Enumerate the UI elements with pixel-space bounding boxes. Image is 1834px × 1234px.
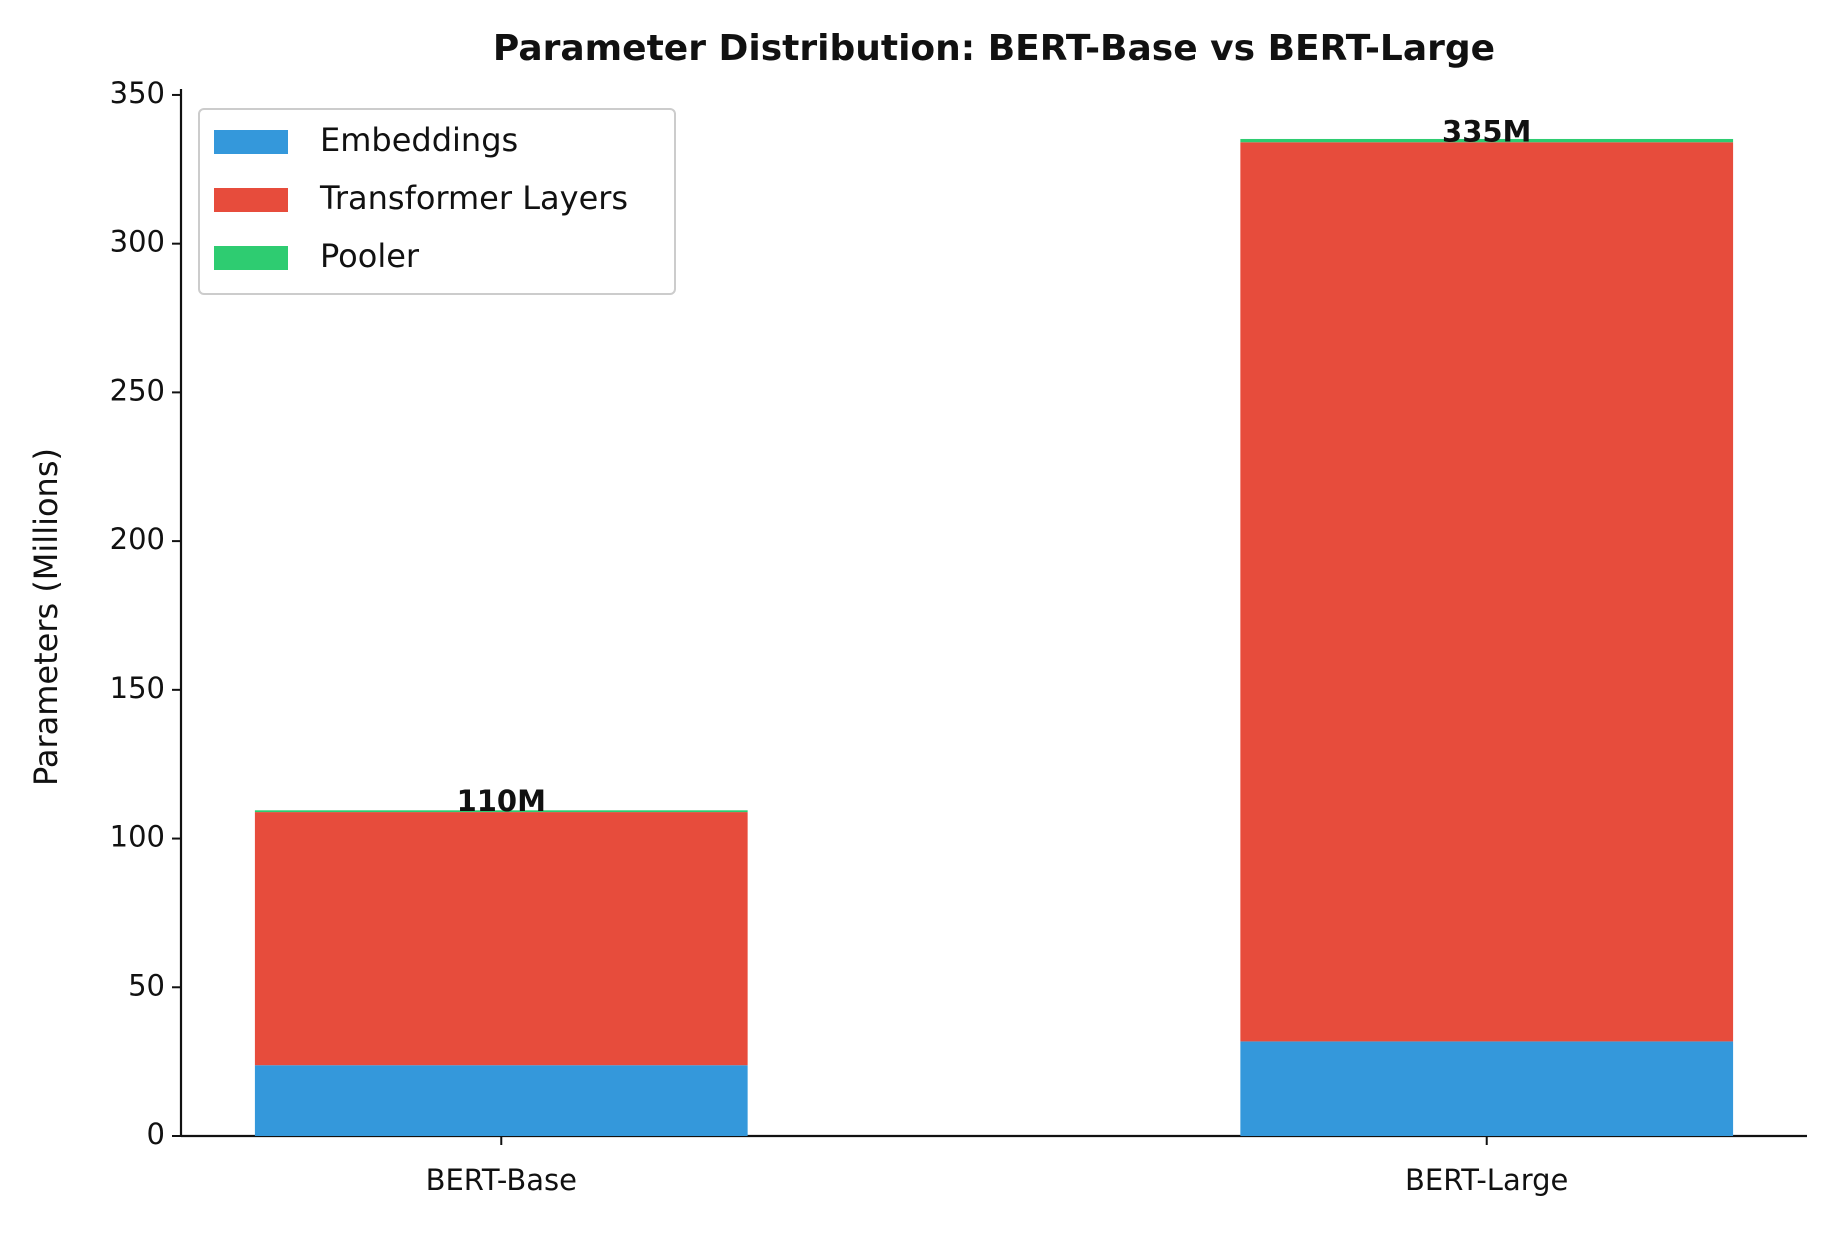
chart-title: Parameter Distribution: BERT-Base vs BER…	[493, 28, 1495, 69]
y-tick-label: 100	[110, 820, 165, 854]
y-axis-label: Parameters (Millions)	[27, 448, 65, 786]
y-tick-label: 250	[110, 373, 165, 407]
bar-segment	[254, 812, 748, 1066]
legend-label: Pooler	[320, 237, 420, 275]
total-label: 335M	[1442, 115, 1531, 149]
bar-segment	[1240, 1041, 1734, 1136]
bar-segment	[1240, 138, 1734, 143]
bar-segment	[254, 810, 748, 813]
total-label: 110M	[457, 784, 546, 818]
y-tick-label: 350	[110, 76, 165, 110]
legend-label: Transformer Layers	[319, 179, 628, 217]
y-tick-label: 0	[147, 1117, 165, 1151]
x-tick-label: BERT-Large	[1405, 1163, 1568, 1197]
y-tick-label: 150	[110, 671, 165, 705]
legend-swatch	[214, 246, 288, 270]
legend-label: Embeddings	[320, 121, 518, 159]
legend-swatch	[214, 130, 288, 154]
legend-swatch	[214, 188, 288, 212]
y-tick-label: 50	[128, 968, 165, 1002]
bar-segment	[1240, 142, 1734, 1042]
legend-box	[198, 108, 676, 295]
y-tick-label: 300	[110, 225, 165, 259]
bar-segment	[254, 1065, 748, 1136]
x-tick-label: BERT-Base	[426, 1163, 577, 1197]
y-tick-label: 200	[110, 522, 165, 556]
